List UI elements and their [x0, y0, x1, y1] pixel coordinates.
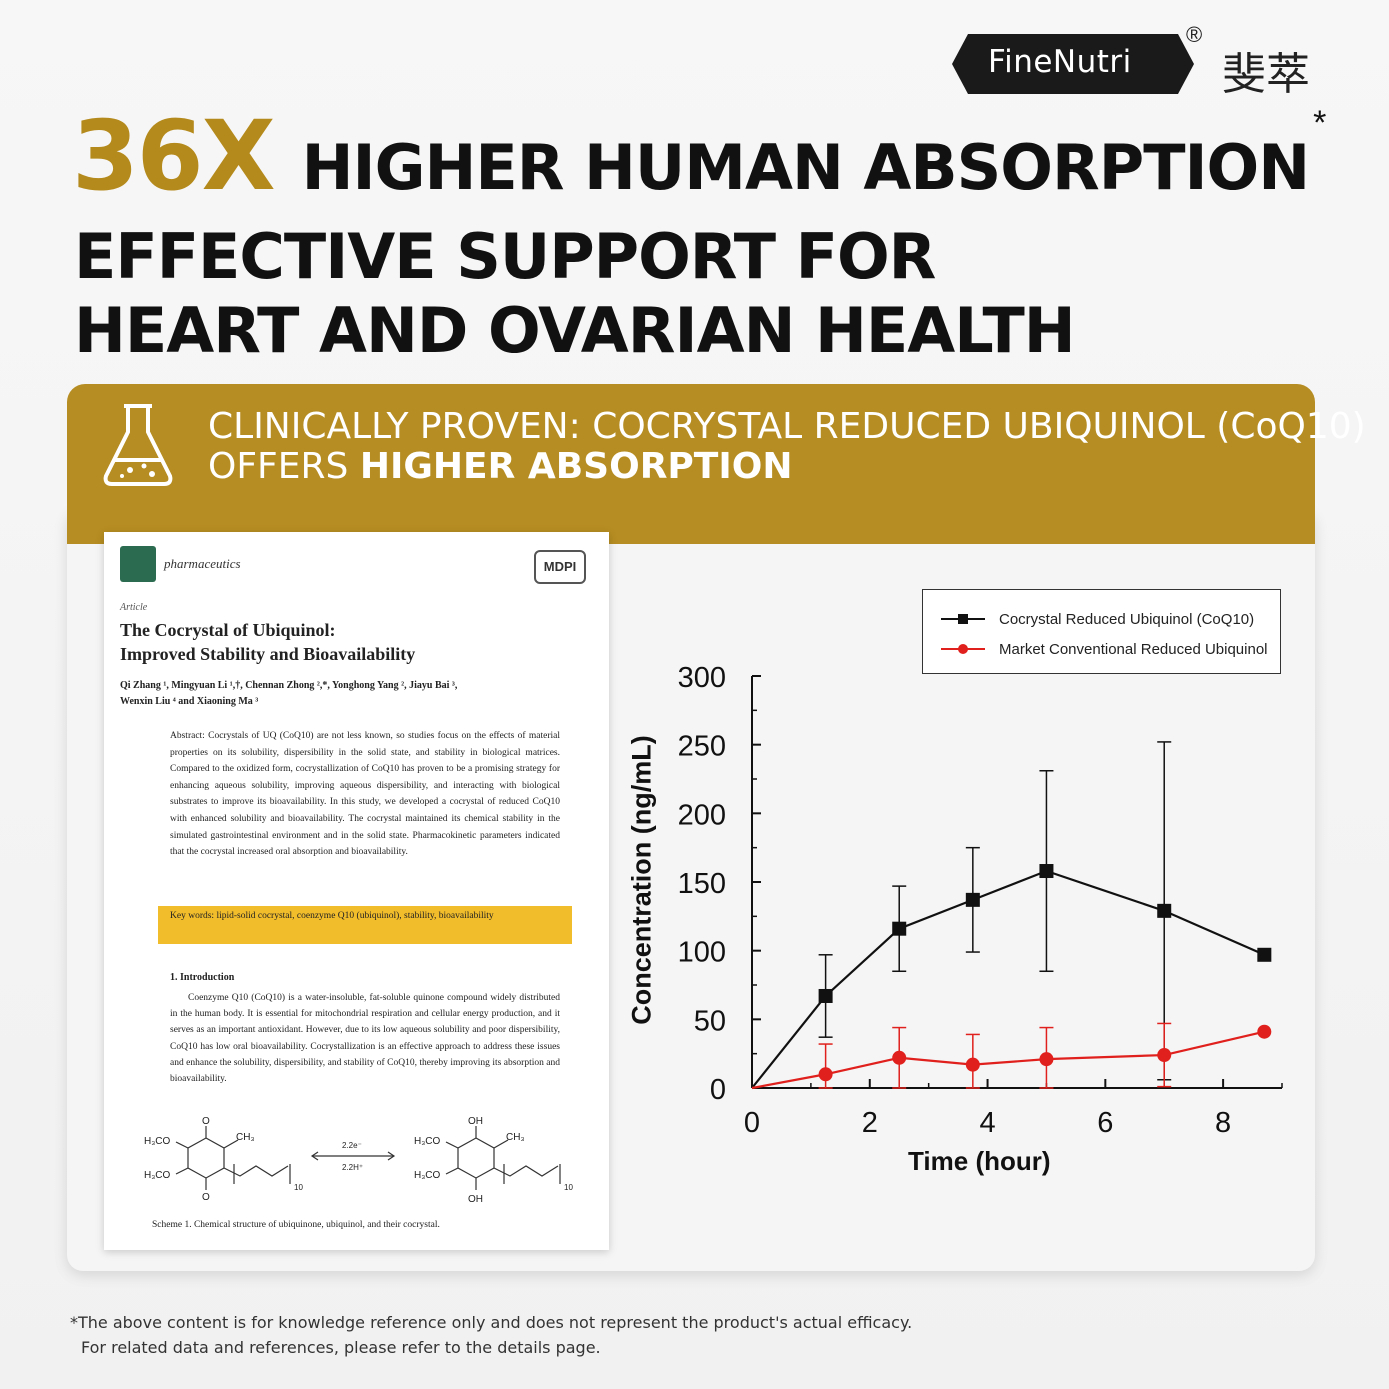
cocrystal-point-1	[818, 988, 833, 1003]
scheme-left-methoxy-b: H₃CO	[144, 1170, 171, 1181]
headline-multiplier: 36X	[72, 100, 276, 212]
brand-chinese-name: 斐萃	[1222, 49, 1310, 100]
paper-title-line1: The Cocrystal of Ubiquinol:	[120, 620, 336, 640]
cocrystal-point-5	[1157, 903, 1172, 918]
scheme-right-methyl: CH₃	[506, 1132, 525, 1143]
headline-main: HIGHER HUMAN ABSORPTION	[301, 131, 1311, 204]
scheme-arrow-top: 2.2e⁻	[342, 1141, 362, 1150]
scheme-left-methyl: CH₃	[236, 1132, 255, 1143]
scheme-left-methoxy-a: H₃CO	[144, 1136, 171, 1147]
market-point-3	[965, 1057, 980, 1072]
chart-legend: Cocrystal Reduced Ubiquinol (CoQ10) Mark…	[922, 589, 1281, 674]
scheme-left-repeat: 10	[294, 1183, 303, 1192]
concentration-chart: 0 50 100 150 200 250 300 0 2 4 6 8	[678, 662, 1283, 1139]
legend-label-cocrystal: Cocrystal Reduced Ubiquinol (CoQ10)	[999, 610, 1255, 628]
scheme-left-oxo-b: O	[202, 1192, 210, 1203]
market-point-6	[1257, 1024, 1272, 1039]
y-tick-label-50: 50	[694, 1005, 726, 1037]
scheme-right-methoxy-b: H₃CO	[414, 1170, 441, 1181]
paper-authors: Qi Zhang ¹, Mingyuan Li ¹,†, Chennan Zho…	[120, 678, 590, 710]
article-type: Article	[120, 602, 148, 613]
journal-logo-icon	[120, 546, 156, 582]
flask-icon	[103, 404, 173, 486]
market-point-1	[818, 1067, 833, 1082]
research-paper: pharmaceutics MDPI Article The Cocrystal…	[104, 532, 609, 1250]
scheme-right-hydroxyl-b: OH	[468, 1194, 483, 1205]
banner-line2: OFFERS HIGHER ABSORPTION	[208, 446, 792, 487]
y-tick-label-200: 200	[678, 799, 726, 831]
journal-name: pharmaceutics	[164, 556, 241, 571]
publisher-logo: MDPI	[534, 550, 586, 584]
cocrystal-point-6	[1257, 947, 1272, 962]
banner-line2-prefix: OFFERS	[208, 446, 360, 487]
cocrystal-series-line	[751, 869, 1265, 1089]
banner-line1: CLINICALLY PROVEN: COCRYSTAL REDUCED UBI…	[208, 406, 1366, 447]
market-point-5	[1157, 1048, 1172, 1063]
intro-heading: 1. Introduction	[170, 972, 235, 983]
banner-line2-bold: HIGHER ABSORPTION	[359, 446, 793, 487]
paper-keywords: Key words: lipid-solid cocrystal, coenzy…	[158, 906, 572, 944]
x-tick-label-8: 8	[1215, 1107, 1231, 1139]
x-tick-label-6: 6	[1097, 1107, 1113, 1139]
legend-item-cocrystal: Cocrystal Reduced Ubiquinol (CoQ10)	[941, 608, 1254, 630]
legend-swatch-market	[941, 644, 985, 654]
y-tick-label-0: 0	[710, 1074, 726, 1106]
scheme-caption: Scheme 1. Chemical structure of ubiquino…	[152, 1220, 440, 1230]
y-axis-label-wrap: Concentration (ng/mL)	[622, 660, 662, 1100]
footnote-line1: *The above content is for knowledge refe…	[70, 1313, 913, 1332]
x-axis-label: Time (hour)	[908, 1146, 1051, 1176]
registered-mark: ®	[1186, 22, 1203, 47]
market-point-2	[892, 1050, 907, 1065]
scheme-left-oxo-a: O	[202, 1116, 210, 1127]
paper-authors-line2: Wenxin Liu ⁴ and Xiaoning Ma ³	[120, 696, 259, 707]
headline-asterisk: *	[1313, 104, 1327, 142]
x-tick-label-4: 4	[979, 1107, 995, 1139]
paper-authors-line1: Qi Zhang ¹, Mingyuan Li ¹,†, Chennan Zho…	[120, 680, 458, 691]
x-tick-label-2: 2	[862, 1107, 878, 1139]
scheme-right-repeat: 10	[564, 1183, 573, 1192]
y-tick-label-300: 300	[678, 662, 726, 694]
subheadline-line1: EFFECTIVE SUPPORT FOR	[74, 220, 936, 293]
legend-label-market: Market Conventional Reduced Ubiquinol	[999, 640, 1268, 658]
footnote-line2: For related data and references, please …	[81, 1338, 601, 1357]
cocrystal-point-3	[965, 892, 980, 907]
y-tick-label-150: 150	[678, 868, 726, 900]
paper-title-line2: Improved Stability and Bioavailability	[120, 644, 416, 664]
intro-text: Coenzyme Q10 (CoQ10) is a water-insolubl…	[170, 993, 560, 1085]
x-tick-label-0: 0	[744, 1107, 760, 1139]
y-tick-label-100: 100	[678, 937, 726, 969]
scheme-arrow-bottom: 2.2H⁺	[342, 1163, 363, 1172]
paper-title: The Cocrystal of Ubiquinol: Improved Sta…	[120, 618, 590, 666]
legend-item-market: Market Conventional Reduced Ubiquinol	[941, 638, 1268, 660]
brand-logo-badge	[952, 34, 1194, 94]
chemical-structure-diagram: H₃CO H₃CO O O CH₃ 10 2.2e⁻ 2.2H⁺ H₃CO H₃…	[144, 1116, 573, 1205]
brand-name: FineNutri	[988, 44, 1132, 80]
scheme-right-methoxy-a: H₃CO	[414, 1136, 441, 1147]
legend-swatch-cocrystal	[941, 614, 985, 624]
cocrystal-point-4	[1039, 864, 1054, 879]
y-tick-label-250: 250	[678, 731, 726, 763]
market-point-4	[1039, 1052, 1054, 1067]
cocrystal-point-2	[892, 921, 907, 936]
paper-abstract: Abstract: Cocrystals of UQ (CoQ10) are n…	[170, 731, 560, 858]
subheadline-line2: HEART AND OVARIAN HEALTH	[74, 294, 1076, 367]
footnote: *The above content is for knowledge refe…	[70, 1310, 912, 1360]
headline: 36X HIGHER HUMAN ABSORPTION*	[72, 100, 1326, 212]
y-axis-label: Concentration (ng/mL)	[626, 735, 657, 1025]
scheme-right-hydroxyl-a: OH	[468, 1116, 483, 1127]
clinical-banner	[67, 384, 1315, 544]
